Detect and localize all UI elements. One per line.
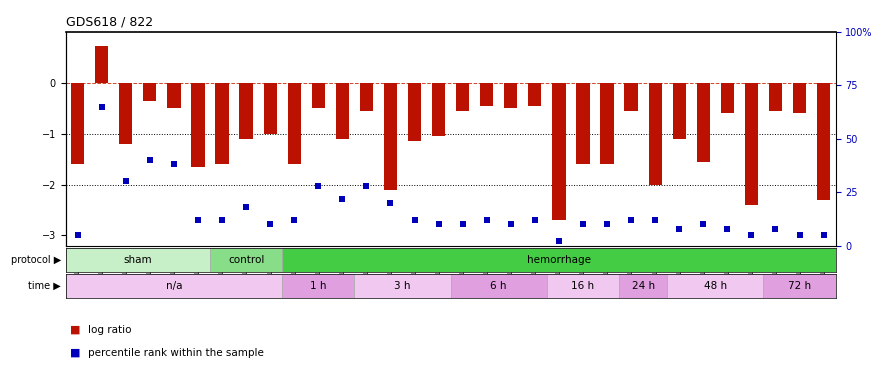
Bar xyxy=(456,83,469,111)
Text: 1 h: 1 h xyxy=(310,281,326,291)
Point xyxy=(191,217,205,223)
Point xyxy=(720,225,734,231)
Bar xyxy=(192,83,205,167)
Text: control: control xyxy=(228,255,264,265)
Text: GDS618 / 822: GDS618 / 822 xyxy=(66,15,153,28)
Point xyxy=(287,217,301,223)
Text: time ▶: time ▶ xyxy=(29,281,61,291)
Bar xyxy=(547,274,620,298)
Bar xyxy=(600,83,613,164)
Point xyxy=(263,221,277,227)
Bar xyxy=(384,83,397,190)
Bar xyxy=(240,83,253,139)
Bar xyxy=(625,83,638,111)
Point xyxy=(215,217,229,223)
Bar xyxy=(480,83,494,106)
Point xyxy=(696,221,710,227)
Point xyxy=(552,238,566,244)
Point xyxy=(624,217,638,223)
Bar xyxy=(119,83,132,144)
Point xyxy=(768,225,782,231)
Point xyxy=(167,161,181,167)
Bar xyxy=(696,83,710,162)
Text: log ratio: log ratio xyxy=(88,325,131,335)
Text: 48 h: 48 h xyxy=(704,281,727,291)
Point xyxy=(745,232,759,238)
Point xyxy=(312,183,326,189)
Point xyxy=(431,221,445,227)
Text: 6 h: 6 h xyxy=(491,281,507,291)
Bar xyxy=(282,248,836,272)
Point xyxy=(71,232,85,238)
Bar xyxy=(167,83,180,108)
Text: 24 h: 24 h xyxy=(632,281,654,291)
Bar xyxy=(336,83,349,139)
Bar xyxy=(504,83,517,108)
Bar xyxy=(354,274,451,298)
Text: n/a: n/a xyxy=(165,281,182,291)
Bar xyxy=(66,248,210,272)
Bar xyxy=(451,274,547,298)
Point xyxy=(239,204,253,210)
Bar xyxy=(215,83,228,164)
Bar xyxy=(95,46,108,83)
Point xyxy=(480,217,494,223)
Point xyxy=(335,196,349,202)
Bar xyxy=(408,83,421,141)
Point xyxy=(383,200,397,206)
Bar xyxy=(360,83,373,111)
Point xyxy=(672,225,686,231)
Bar xyxy=(668,274,763,298)
Point xyxy=(648,217,662,223)
Bar xyxy=(721,83,734,113)
Bar xyxy=(793,83,806,113)
Bar xyxy=(432,83,445,136)
Bar xyxy=(673,83,686,139)
Point xyxy=(94,104,108,110)
Point xyxy=(528,217,542,223)
Bar xyxy=(210,248,282,272)
Point xyxy=(816,232,830,238)
Bar xyxy=(577,83,590,164)
Point xyxy=(456,221,470,227)
Text: protocol ▶: protocol ▶ xyxy=(11,255,61,265)
Bar xyxy=(817,83,830,200)
Bar xyxy=(552,83,565,220)
Text: hemorrhage: hemorrhage xyxy=(527,255,591,265)
Point xyxy=(143,157,157,163)
Bar xyxy=(745,83,758,205)
Bar xyxy=(648,83,662,184)
Bar xyxy=(620,274,668,298)
Bar xyxy=(763,274,836,298)
Text: ■: ■ xyxy=(70,348,80,357)
Point xyxy=(408,217,422,223)
Point xyxy=(360,183,374,189)
Text: sham: sham xyxy=(123,255,152,265)
Bar xyxy=(769,83,782,111)
Text: 3 h: 3 h xyxy=(395,281,410,291)
Point xyxy=(119,178,133,184)
Point xyxy=(576,221,590,227)
Bar xyxy=(144,83,157,100)
Bar xyxy=(312,83,325,108)
Point xyxy=(793,232,807,238)
Bar xyxy=(263,83,276,134)
Point xyxy=(504,221,518,227)
Bar xyxy=(528,83,542,106)
Point xyxy=(600,221,614,227)
Bar xyxy=(288,83,301,164)
Text: percentile rank within the sample: percentile rank within the sample xyxy=(88,348,263,357)
Bar xyxy=(71,83,84,164)
Bar xyxy=(66,274,282,298)
Text: ■: ■ xyxy=(70,325,80,335)
Bar xyxy=(282,274,354,298)
Text: 16 h: 16 h xyxy=(571,281,594,291)
Text: 72 h: 72 h xyxy=(788,281,811,291)
